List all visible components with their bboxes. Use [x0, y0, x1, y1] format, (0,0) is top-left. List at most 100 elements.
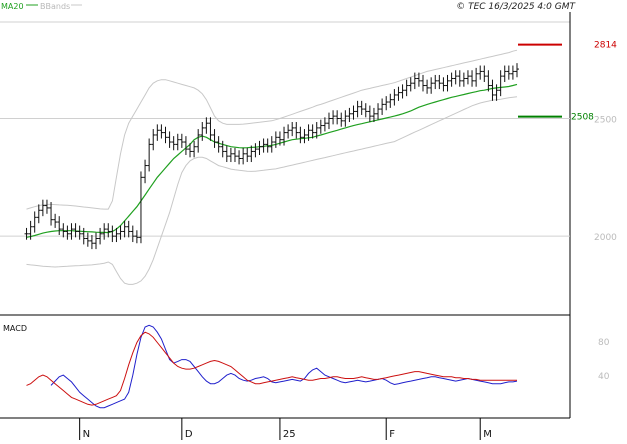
price-bar: [192, 140, 197, 158]
price-bar: [314, 122, 319, 139]
price-bar: [224, 145, 229, 163]
price-bar: [204, 117, 209, 134]
macd-lines: [26, 324, 518, 409]
price-bar: [167, 131, 172, 148]
price-bar: [310, 124, 315, 139]
price-bar: [510, 65, 515, 80]
price-y-axis: 2000 2500: [594, 115, 617, 243]
price-bar: [277, 131, 282, 146]
price-bar: [98, 227, 103, 245]
price-bar: [32, 211, 37, 233]
price-bar: [445, 74, 450, 92]
price-bar: [257, 140, 262, 155]
price-bar: [465, 70, 470, 85]
ma-legend-label: MA20: [1, 2, 24, 11]
price-bar: [155, 124, 160, 141]
price-tick-label: 2500: [594, 115, 617, 125]
price-bar: [437, 74, 442, 90]
price-bar: [171, 136, 176, 151]
price-bar: [273, 131, 278, 148]
price-bar: [81, 227, 86, 245]
price-bar: [429, 77, 434, 94]
price-bar: [449, 72, 454, 87]
price-bar: [163, 126, 168, 144]
bbands-legend-label: BBands: [40, 2, 70, 11]
price-bar: [57, 216, 62, 235]
price-bar: [253, 143, 258, 158]
price-levels: 2814 2508: [518, 41, 617, 123]
price-bar: [408, 77, 413, 92]
price-bar: [306, 124, 311, 141]
price-bar: [114, 227, 119, 243]
bb-lower-line: [26, 96, 518, 285]
price-bar: [367, 105, 372, 123]
price-bar: [216, 136, 221, 153]
price-bar: [486, 70, 491, 92]
price-bar: [343, 110, 348, 127]
price-bar: [461, 72, 466, 87]
price-bar: [396, 86, 401, 101]
price-bar: [77, 225, 82, 240]
x-tick-label: 25: [283, 429, 296, 440]
price-bar: [40, 199, 45, 217]
price-bar: [106, 223, 111, 238]
price-bar: [457, 70, 462, 87]
support-level-label: 2508: [571, 113, 594, 123]
price-bar: [441, 77, 446, 92]
price-bar: [351, 105, 356, 120]
price-bar: [384, 96, 389, 111]
price-bar: [416, 72, 421, 87]
price-bar: [179, 133, 184, 148]
price-bar: [208, 117, 213, 141]
price-bar: [490, 79, 495, 101]
price-bar: [36, 204, 41, 224]
price-bar: [506, 65, 511, 80]
price-bar: [404, 79, 409, 97]
price-bar: [200, 122, 205, 141]
price-bar: [298, 126, 303, 144]
price-bar: [294, 122, 299, 139]
price-bar: [24, 227, 29, 240]
price-bar: [44, 199, 49, 214]
price-bar: [130, 225, 135, 243]
price-bar: [237, 150, 242, 165]
price-bar: [61, 223, 66, 238]
price-bar: [502, 65, 507, 83]
price-bar: [245, 147, 250, 163]
price-bar: [318, 119, 323, 134]
price-bar: [494, 84, 499, 101]
macd-tick-label: 40: [598, 372, 610, 382]
price-bar: [482, 65, 487, 83]
price-bar: [322, 117, 327, 132]
price-bar: [376, 103, 381, 120]
macd-panel-title: MACD: [3, 324, 27, 333]
price-bar: [53, 213, 58, 228]
price-bar: [359, 100, 364, 115]
price-bar: [286, 124, 291, 139]
price-bar: [420, 74, 425, 92]
price-bar: [261, 138, 266, 153]
copyright-text: © TEC 16/3/2025 4:0 GMT: [456, 2, 576, 12]
x-axis: N D 25 F M: [79, 418, 492, 440]
price-bar: [89, 234, 94, 250]
price-bar: [470, 70, 475, 87]
price-bars: [24, 63, 519, 250]
price-bar: [478, 65, 483, 80]
price-bar: [515, 63, 519, 78]
price-bar: [147, 138, 152, 172]
price-bar: [371, 107, 376, 123]
price-bar: [188, 143, 193, 158]
macd-tick-label: 80: [598, 338, 610, 348]
price-bar: [28, 220, 33, 240]
price-grid: [0, 117, 570, 237]
price-bar: [220, 140, 225, 158]
price-bar: [49, 202, 54, 226]
price-bar: [388, 93, 393, 108]
price-bar: [326, 112, 331, 130]
price-bar: [412, 72, 417, 90]
bollinger-bands: [26, 49, 518, 285]
resistance-level-label: 2814: [594, 41, 617, 51]
price-bar: [335, 110, 340, 125]
